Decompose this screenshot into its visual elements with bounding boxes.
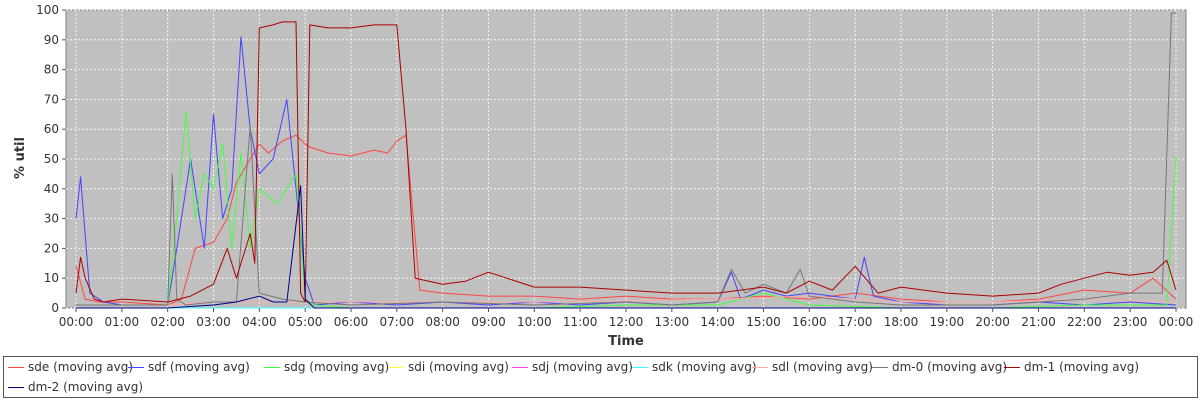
legend-label: sdf (moving avg) [148,360,250,374]
x-tick-label: 19:00 [930,315,965,329]
x-tick-label: 22:00 [1067,315,1102,329]
legend-label: sdk (moving avg) [652,360,757,374]
y-tick-label: 90 [44,33,59,47]
legend-item: sdk (moving avg) [632,360,757,374]
legend-item: sdg (moving avg) [264,360,389,374]
legend-swatch [872,366,888,368]
y-tick-label: 60 [44,122,59,136]
x-tick-label: 17:00 [838,315,873,329]
legend-label: dm-0 (moving avg) [892,360,1008,374]
legend-swatch [264,366,280,368]
legend: sde (moving avg) sdf (moving avg) sdg (mov… [3,356,1198,398]
legend-swatch [388,366,404,368]
x-axis: 00:00 01:00 02:00 03:00 04:00 05:00 06:00 07:00… [59,308,1194,329]
legend-swatch [1004,366,1020,368]
x-tick-label: 11:00 [563,315,598,329]
x-tick-label: 16:00 [792,315,827,329]
x-tick-label: 00:00 [59,315,94,329]
legend-label: dm-1 (moving avg) [1024,360,1140,374]
x-tick-label: 02:00 [150,315,185,329]
legend-swatch [752,366,768,368]
x-tick-label: 10:00 [517,315,552,329]
x-tick-label: 21:00 [1021,315,1056,329]
legend-label: sdl (moving avg) [772,360,873,374]
y-tick-label: 80 [44,63,59,77]
series-line-8 [75,21,1177,303]
legend-swatch [512,366,528,368]
legend-swatch [632,366,648,368]
x-tick-label: 23:00 [1113,315,1148,329]
x-tick-label: 03:00 [196,315,231,329]
legend-label: sde (moving avg) [28,360,134,374]
y-axis-label: % util [13,137,28,179]
x-tick-label: 13:00 [655,315,690,329]
y-tick-label: 100 [36,3,59,17]
x-tick-label: 09:00 [471,315,506,329]
legend-label: sdj (moving avg) [532,360,633,374]
y-tick-label: 10 [44,271,59,285]
x-tick-label: 08:00 [425,315,460,329]
x-tick-label: 06:00 [334,315,369,329]
legend-label: sdg (moving avg) [284,360,390,374]
x-tick-label: 07:00 [380,315,415,329]
series-line-0 [75,134,1177,306]
legend-label: dm-2 (moving avg) [28,380,144,394]
legend-swatch [8,366,24,368]
chart: 0 10 20 30 40 50 60 70 80 90 100 00:00 01:00 02:00 03… [13,3,1194,349]
x-tick-label: 14:00 [700,315,735,329]
legend-item: dm-0 (moving avg) [872,360,1007,374]
x-tick-label: 20:00 [975,315,1010,329]
x-tick-label: 12:00 [609,315,644,329]
legend-label: sdi (moving avg) [408,360,509,374]
x-tick-label: 18:00 [884,315,919,329]
legend-swatch [8,386,24,388]
legend-item: sdl (moving avg) [752,360,873,374]
x-tick-label: 01:00 [105,315,140,329]
legend-swatch [128,366,144,368]
y-axis: 0 10 20 30 40 50 60 70 80 90 100 [36,3,66,315]
y-tick-label: 0 [51,301,59,315]
x-tick-label: 04:00 [242,315,277,329]
y-tick-label: 70 [44,92,59,106]
x-tick-label: 00:00 [1159,315,1194,329]
y-tick-label: 30 [44,212,59,226]
x-tick-label: 05:00 [288,315,323,329]
legend-item: sde (moving avg) [8,360,133,374]
y-tick-label: 20 [44,241,59,255]
series-line-7 [76,12,1176,306]
y-tick-label: 40 [44,182,59,196]
legend-item: dm-1 (moving avg) [1004,360,1139,374]
legend-item: sdj (moving avg) [512,360,633,374]
x-axis-label: Time [608,334,644,349]
legend-item: sdi (moving avg) [388,360,509,374]
y-tick-label: 50 [44,152,59,166]
x-tick-label: 15:00 [746,315,781,329]
series-line-1 [75,36,1177,306]
legend-item: dm-2 (moving avg) [8,380,143,394]
legend-item: sdf (moving avg) [128,360,250,374]
